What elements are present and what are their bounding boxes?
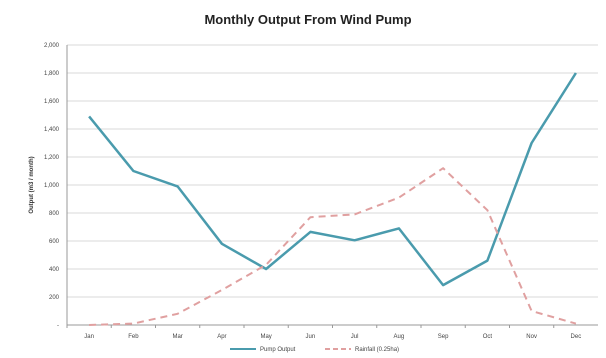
series-lines	[88, 72, 577, 326]
x-tick-label: Feb	[128, 334, 139, 340]
y-tick-label: 1,200	[44, 155, 60, 161]
y-tick-label: 400	[49, 267, 60, 273]
y-tick-label: 1,000	[44, 183, 60, 189]
x-tick-label: Aug	[394, 334, 405, 340]
y-tick-label: -	[57, 323, 59, 329]
y-tick-label: 1,400	[44, 127, 60, 133]
y-tick-label: 600	[49, 239, 60, 245]
y-tick-label: 2,000	[44, 43, 60, 49]
x-tick-label: Nov	[526, 334, 537, 340]
legend: Pump Output Rainfall (0.25ha)	[230, 347, 399, 353]
x-tick-label: Mar	[172, 334, 182, 340]
x-tick-label: Apr	[217, 334, 226, 340]
chart-title: Monthly Output From Wind Pump	[204, 12, 411, 27]
x-tick-labels: Jan Feb Mar Apr May Jun Jul Aug Sep Oct Nov Dec	[66, 325, 582, 340]
legend-label-pump-output: Pump Output	[260, 347, 296, 353]
y-tick-label: 200	[49, 295, 60, 301]
x-tick-label: May	[260, 334, 271, 340]
series-line-pump-output	[88, 72, 577, 287]
x-tick-label: Jan	[84, 334, 94, 340]
y-tick-label: 800	[49, 211, 60, 217]
x-tick-label: Jul	[351, 334, 359, 340]
legend-label-rainfall: Rainfall (0.25ha)	[355, 347, 399, 353]
x-tick-label: Jun	[306, 334, 316, 340]
y-tick-label: 1,800	[44, 71, 60, 77]
y-tick-labels: - 200 400 600 800 1,000 1,200 1,400 1,600 1,800 2,…	[44, 43, 60, 329]
y-axis-label: Output (m3 / month)	[29, 156, 35, 213]
series-line-rainfall	[89, 167, 577, 326]
x-tick-label: Dec	[571, 334, 582, 340]
y-tick-label: 1,600	[44, 99, 60, 105]
x-tick-label: Oct	[483, 334, 493, 340]
x-tick-label: Sep	[438, 334, 449, 340]
